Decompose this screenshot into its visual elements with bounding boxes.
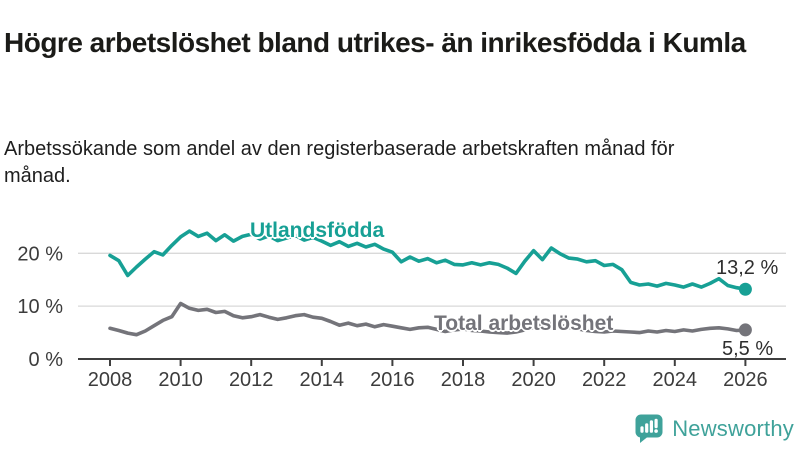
page-title: Högre arbetslöshet bland utrikes- än inr… bbox=[4, 26, 746, 58]
chart-subtitle: Arbetssökande som andel av den registerb… bbox=[4, 138, 675, 187]
bar-chart-speech-bubble-icon bbox=[635, 414, 663, 443]
y-axis-label: 0 % bbox=[29, 349, 64, 371]
end-value-utlandsfodda: 13,2 % bbox=[716, 257, 779, 279]
x-axis-label: 2010 bbox=[158, 369, 203, 391]
newsworthy-wordmark: Newsworthy bbox=[672, 416, 794, 441]
end-value-total: 5,5 % bbox=[722, 338, 774, 360]
x-axis-label: 2008 bbox=[88, 369, 133, 391]
x-axis-label: 2024 bbox=[653, 369, 698, 391]
series-line-utlandsfodda bbox=[108, 229, 748, 292]
series-line-total bbox=[108, 301, 748, 337]
series-end-dot-utlandsfodda bbox=[738, 282, 752, 296]
series-label-total-arbetsloshet: Total arbetslöshet bbox=[434, 312, 614, 335]
x-axis-label: 2020 bbox=[511, 369, 556, 391]
x-axis-label: 2018 bbox=[441, 369, 486, 391]
x-axis-label: 2016 bbox=[370, 369, 415, 391]
y-axis-label: 10 % bbox=[17, 296, 63, 318]
y-axis-label: 20 % bbox=[17, 243, 63, 265]
x-axis-label: 2012 bbox=[229, 369, 274, 391]
x-axis-label: 2014 bbox=[300, 369, 345, 391]
x-axis-label: 2022 bbox=[582, 369, 627, 391]
series-end-dot-total bbox=[738, 323, 752, 337]
series-label-utlandsfodda: Utlandsfödda bbox=[250, 219, 385, 242]
newsworthy-logo[interactable]: Newsworthy bbox=[635, 414, 794, 444]
x-axis-label: 2026 bbox=[723, 369, 768, 391]
